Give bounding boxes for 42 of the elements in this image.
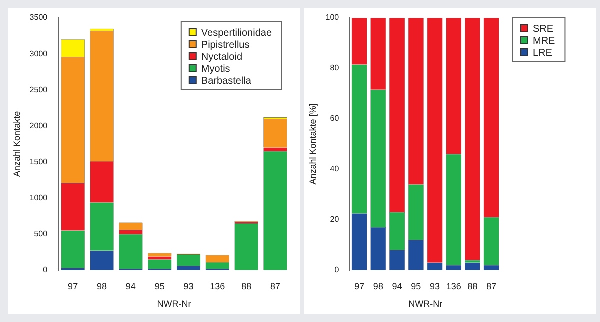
y-axis-title: Anzahl Kontakte bbox=[12, 111, 22, 177]
y-tick-label: 80 bbox=[330, 64, 340, 73]
y-tick-label: 500 bbox=[34, 230, 48, 239]
x-tick-label: 87 bbox=[486, 281, 497, 292]
x-tick-label: 97 bbox=[68, 281, 78, 292]
y-tick-label: 3500 bbox=[30, 13, 48, 22]
legend-label: Vespertilionidae bbox=[201, 28, 272, 39]
x-tick-label: 98 bbox=[373, 281, 384, 292]
x-tick-label: 94 bbox=[392, 281, 402, 292]
x-tick-label: 93 bbox=[184, 281, 194, 292]
y-tick-label: 0 bbox=[334, 266, 340, 275]
y-tick-label: 0 bbox=[43, 266, 48, 275]
legend-label: Myotis bbox=[201, 64, 230, 75]
y-tick-label: 3000 bbox=[30, 49, 48, 58]
x-tick-label: 87 bbox=[270, 281, 281, 292]
legend-label: Pipistrellus bbox=[201, 40, 250, 51]
x-tick-label: 93 bbox=[430, 281, 440, 292]
y-tick-label: 1000 bbox=[30, 193, 48, 202]
x-tick-label: 95 bbox=[154, 281, 165, 292]
legend-label: SRE bbox=[533, 24, 554, 35]
x-tick-label: 94 bbox=[126, 281, 136, 292]
y-tick-label: 1500 bbox=[30, 157, 48, 166]
x-tick-label: 95 bbox=[411, 281, 422, 292]
x-axis-title: NWR-Nr bbox=[408, 299, 443, 310]
x-tick-label: 136 bbox=[446, 281, 462, 292]
legend-label: Nyctaloid bbox=[201, 52, 243, 63]
x-tick-label: 98 bbox=[96, 281, 107, 292]
legend-label: LRE bbox=[533, 48, 553, 59]
y-axis-title: Anzahl Kontakte [%] bbox=[308, 104, 318, 185]
y-tick-label: 2500 bbox=[30, 85, 48, 94]
y-tick-label: 100 bbox=[326, 13, 340, 22]
x-axis-title: NWR-Nr bbox=[157, 299, 192, 310]
legend-label: MRE bbox=[533, 36, 556, 47]
y-tick-label: 60 bbox=[330, 114, 340, 124]
legend-label: Barbastella bbox=[201, 76, 252, 87]
y-tick-label: 40 bbox=[330, 164, 340, 174]
x-tick-label: 136 bbox=[210, 281, 226, 292]
x-tick-label: 88 bbox=[468, 281, 478, 292]
x-tick-label: 88 bbox=[242, 281, 252, 292]
y-tick-label: 2000 bbox=[30, 121, 48, 130]
y-tick-label: 20 bbox=[330, 215, 340, 224]
x-tick-label: 97 bbox=[354, 281, 365, 292]
